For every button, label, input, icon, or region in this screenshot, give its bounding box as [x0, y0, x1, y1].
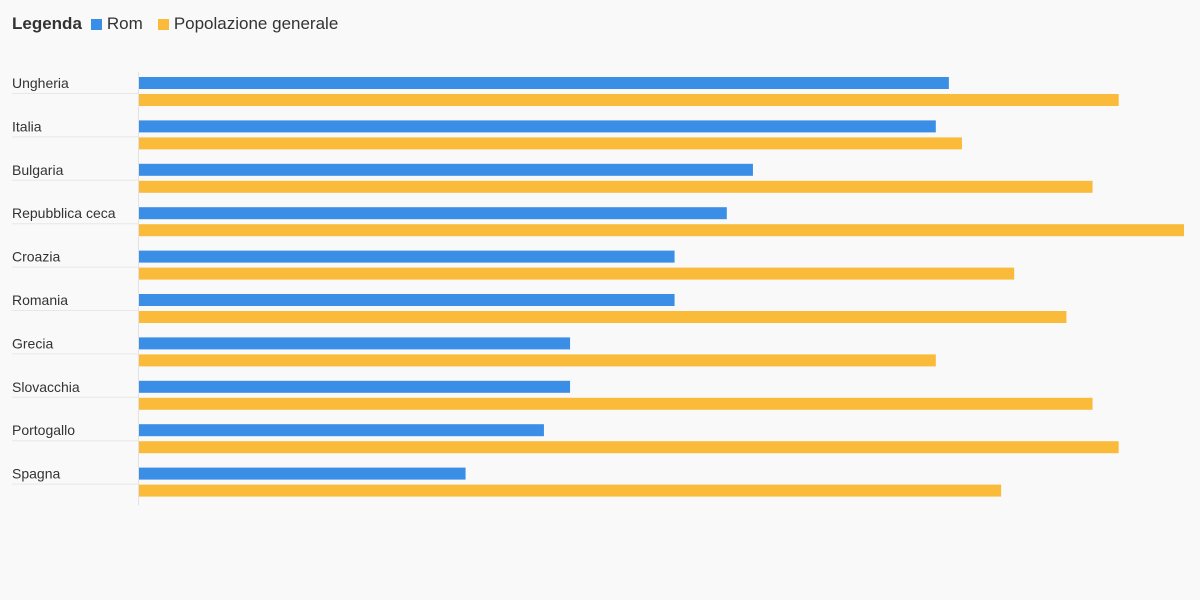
legend-item-popolazione-generale: Popolazione generale: [157, 14, 339, 34]
legend: Legenda Rom Popolazione generale: [12, 13, 353, 35]
bar-rom-ungheria[interactable]: [139, 77, 949, 89]
bar-popolazione-generale-portogallo[interactable]: [139, 441, 1119, 454]
category-label-slovacchia: Slovacchia: [12, 379, 80, 395]
category-label-portogallo: Portogallo: [12, 422, 75, 438]
bar-rom-bulgaria[interactable]: [139, 163, 753, 176]
category-label-spagna: Spagna: [12, 466, 60, 482]
category-label-grecia: Grecia: [12, 335, 53, 351]
legend-swatch-popolazione-generale: [157, 18, 169, 30]
bar-popolazione-generale-slovacchia[interactable]: [139, 397, 1093, 410]
bar-popolazione-generale-bulgaria[interactable]: [139, 180, 1093, 193]
bar-popolazione-generale-ungheria[interactable]: [139, 94, 1119, 106]
legend-label-popolazione-generale: Popolazione generale: [173, 14, 339, 33]
category-label-romania: Romania: [12, 292, 68, 308]
bar-rom-portogallo[interactable]: [139, 424, 544, 437]
bar-popolazione-generale-romania[interactable]: [139, 311, 1067, 323]
bar-rom-slovacchia[interactable]: [139, 380, 571, 393]
bar-popolazione-generale-spagna[interactable]: [139, 484, 1002, 497]
category-label-croazia: Croazia: [12, 249, 60, 265]
legend-title: Legenda: [12, 14, 82, 33]
bar-rom-croazia[interactable]: [139, 250, 675, 263]
bar-rom-spagna[interactable]: [139, 467, 466, 480]
category-label-italia: Italia: [12, 118, 42, 134]
legend-swatch-rom: [90, 18, 102, 30]
category-label-bulgaria: Bulgaria: [12, 162, 64, 178]
legend-label-rom: Rom: [106, 14, 143, 33]
bar-popolazione-generale-italia[interactable]: [139, 137, 962, 150]
legend-item-rom: Rom: [90, 14, 143, 34]
bar-rom-romania[interactable]: [139, 294, 675, 306]
bar-rom-italia[interactable]: [139, 120, 936, 133]
category-label-repubblica-ceca: Repubblica ceca: [12, 205, 116, 221]
category-label-ungheria: Ungheria: [12, 75, 69, 91]
bar-popolazione-generale-repubblica-ceca[interactable]: [139, 224, 1184, 237]
bar-rom-grecia[interactable]: [139, 337, 571, 350]
bar-popolazione-generale-croazia[interactable]: [139, 267, 1015, 280]
bar-popolazione-generale-grecia[interactable]: [139, 354, 936, 367]
bar-rom-repubblica-ceca[interactable]: [139, 207, 727, 220]
